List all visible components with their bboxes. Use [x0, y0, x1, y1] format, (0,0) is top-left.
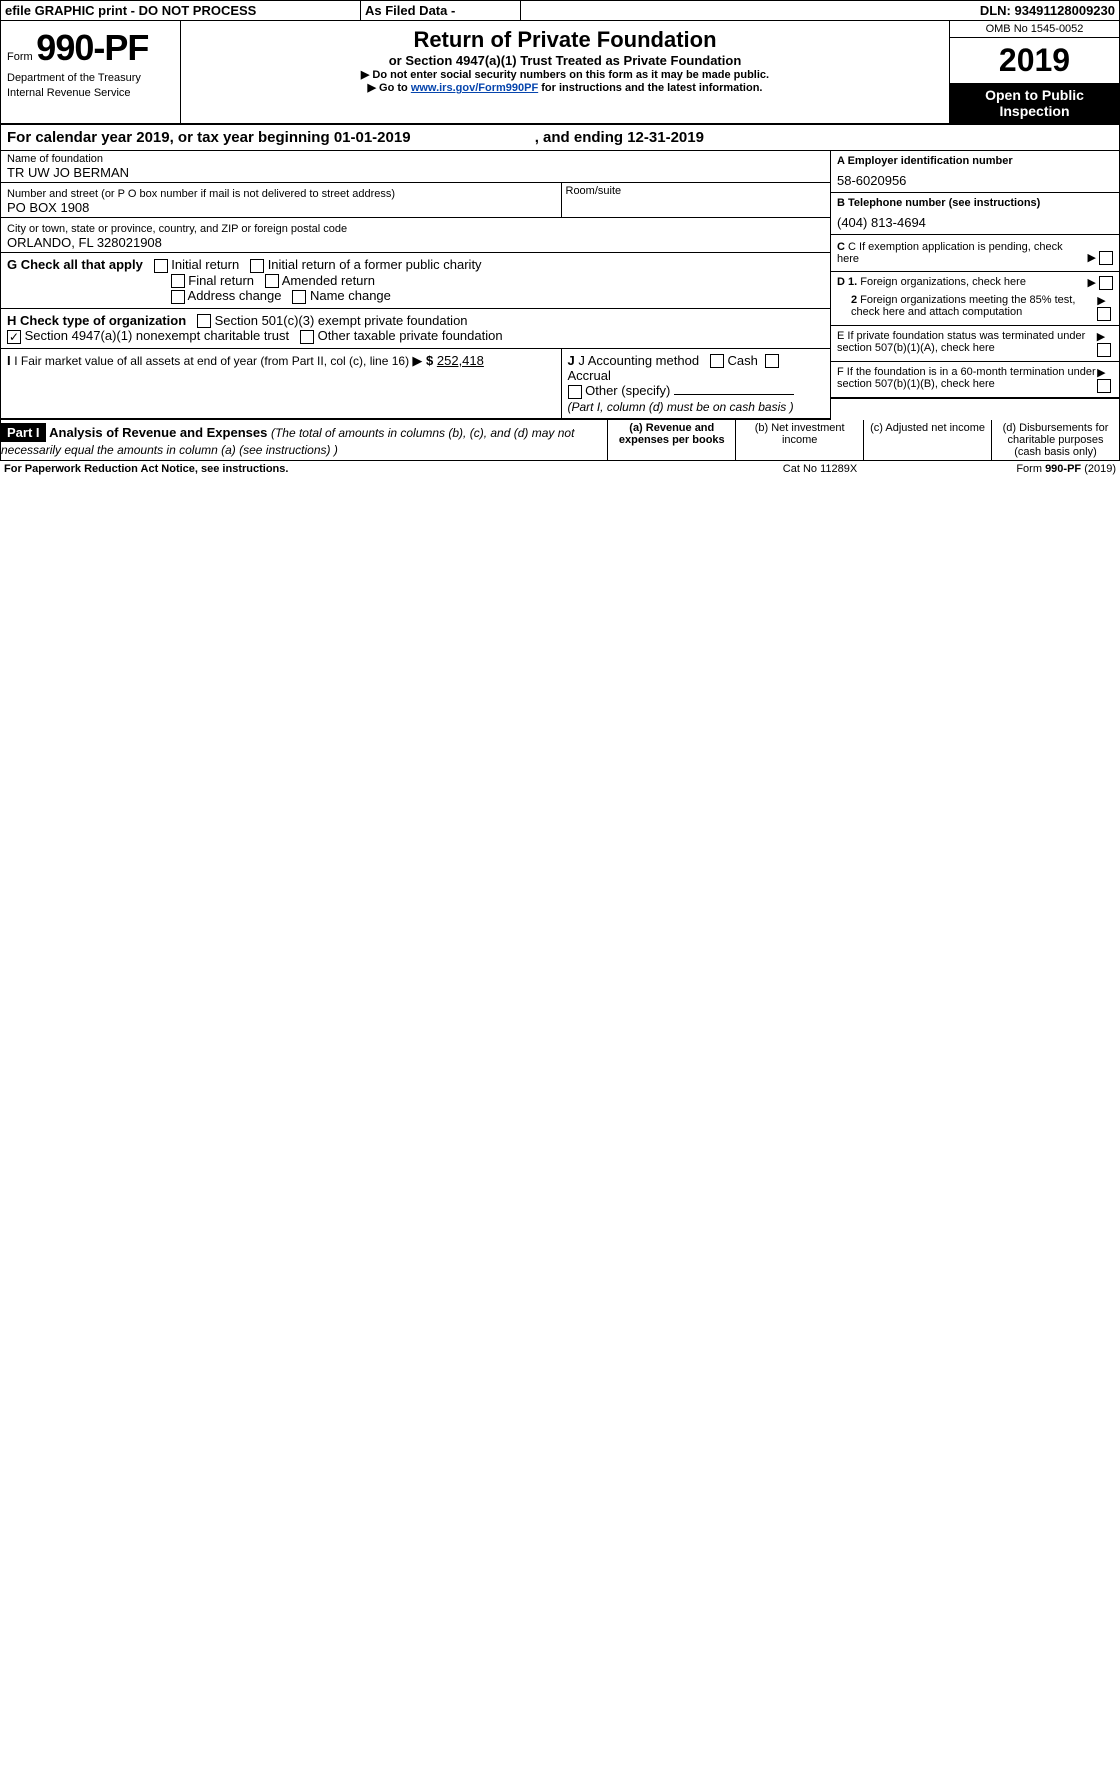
- B-label: B Telephone number (see instructions): [837, 197, 1113, 209]
- ssn-warning: Do not enter social security numbers on …: [187, 68, 943, 81]
- checkbox-other-method[interactable]: [568, 385, 582, 399]
- col-d-header: (d) Disbursements for charitable purpose…: [992, 420, 1120, 461]
- opt-accrual: Accrual: [568, 368, 611, 383]
- checkbox-D2[interactable]: [1097, 307, 1111, 321]
- page-footer: For Paperwork Reduction Act Notice, see …: [0, 461, 1120, 477]
- checkbox-other-taxable[interactable]: [300, 330, 314, 344]
- J-note: (Part I, column (d) must be on cash basi…: [568, 400, 794, 414]
- entity-block: Name of foundation TR UW JO BERMAN Numbe…: [0, 151, 1120, 420]
- cal-end: 12-31-2019: [627, 129, 704, 146]
- opt-other-taxable: Other taxable private foundation: [318, 328, 503, 343]
- goto-pre: Go to: [379, 82, 411, 94]
- title-cell: Return of Private Foundation or Section …: [181, 21, 950, 124]
- opt-4947a1: Section 4947(a)(1) nonexempt charitable …: [25, 328, 289, 343]
- checkbox-501c3[interactable]: [197, 314, 211, 328]
- checkbox-amended[interactable]: [265, 274, 279, 288]
- A-label: A Employer identification number: [837, 155, 1113, 167]
- opt-initial-former: Initial return of a former public charit…: [268, 257, 482, 272]
- opt-amended: Amended return: [282, 273, 375, 288]
- form-prefix: Form: [7, 51, 33, 63]
- street-address: PO BOX 1908: [7, 200, 89, 215]
- opt-initial-return: Initial return: [171, 257, 239, 272]
- cat-no: Cat No 11289X: [720, 461, 920, 477]
- E-label: E If private foundation status was termi…: [837, 330, 1097, 357]
- G-label: G Check all that apply: [7, 257, 143, 272]
- addr-cell: Number and street (or P O box number if …: [1, 183, 561, 218]
- col-a-header: (a) Revenue and expenses per books: [608, 420, 736, 461]
- goto-post: for instructions and the latest informat…: [541, 82, 762, 94]
- col-b-header: (b) Net investment income: [736, 420, 864, 461]
- H-label: H Check type of organization: [7, 313, 186, 328]
- ein-value: 58-6020956: [837, 173, 1113, 188]
- form-id-cell: Form 990-PF Department of the Treasury I…: [1, 21, 181, 124]
- checkbox-cash[interactable]: [710, 354, 724, 368]
- paperwork-notice: For Paperwork Reduction Act Notice, see …: [0, 461, 720, 477]
- checkbox-address-change[interactable]: [171, 290, 185, 304]
- right-column: A Employer identification number 58-6020…: [831, 151, 1120, 420]
- dept-label: Department of the Treasury: [7, 72, 141, 84]
- name-cell: Name of foundation TR UW JO BERMAN: [1, 151, 830, 183]
- part1-header: Part I Analysis of Revenue and Expenses …: [0, 420, 1120, 461]
- checkbox-E[interactable]: [1097, 343, 1111, 357]
- opt-name-change: Name change: [310, 288, 391, 303]
- dln-value: 93491128009230: [1014, 3, 1115, 18]
- tax-year: 2019: [950, 38, 1119, 83]
- cal-mid: , and ending: [535, 129, 628, 146]
- omb-number: OMB No 1545-0052: [950, 21, 1119, 38]
- J-label: J Accounting method: [578, 353, 699, 368]
- city-state-zip: ORLANDO, FL 328021908: [7, 235, 162, 250]
- form-title: Return of Private Foundation: [187, 27, 943, 53]
- phone-value: (404) 813-4694: [837, 215, 1113, 230]
- irs-label: Internal Revenue Service: [7, 87, 131, 99]
- dln-cell: DLN: 93491128009230: [860, 1, 1120, 21]
- checkbox-initial-return[interactable]: [154, 259, 168, 273]
- form-ref: Form 990-PF (2019): [920, 461, 1120, 477]
- checkbox-accrual[interactable]: [765, 354, 779, 368]
- checkbox-F[interactable]: [1097, 379, 1111, 393]
- part1-label: Part I: [1, 423, 46, 442]
- I-dollar: $: [426, 353, 433, 368]
- instructions-link[interactable]: www.irs.gov/Form990PF: [411, 82, 538, 94]
- city-label: City or town, state or province, country…: [7, 223, 347, 235]
- title-block: Form 990-PF Department of the Treasury I…: [0, 21, 1120, 125]
- opt-501c3: Section 501(c)(3) exempt private foundat…: [215, 313, 468, 328]
- opt-address-change: Address change: [188, 288, 282, 303]
- dln-label: DLN:: [980, 3, 1011, 18]
- col-c-header: (c) Adjusted net income: [864, 420, 992, 461]
- addr-label: Number and street (or P O box number if …: [7, 188, 395, 200]
- part1-title: Analysis of Revenue and Expenses: [49, 425, 267, 440]
- fmv-value: 252,418: [437, 353, 484, 368]
- calendar-year-row: For calendar year 2019, or tax year begi…: [0, 125, 1120, 151]
- checkbox-D1[interactable]: [1099, 276, 1113, 290]
- J-cell: J J Accounting method Cash Accrual Other…: [561, 348, 830, 419]
- checkbox-final-return[interactable]: [171, 274, 185, 288]
- open-to-public: Open to Public Inspection: [950, 83, 1119, 123]
- form-number: 990-PF: [36, 27, 148, 68]
- room-label: Room/suite: [561, 183, 830, 218]
- foundation-name: TR UW JO BERMAN: [7, 165, 824, 180]
- cal-start: 01-01-2019: [334, 129, 411, 146]
- opt-other-method: Other (specify): [585, 383, 670, 398]
- I-label: I Fair market value of all assets at end…: [14, 354, 412, 368]
- H-row: H Check type of organization Section 501…: [1, 308, 830, 348]
- opt-cash: Cash: [728, 353, 758, 368]
- name-label: Name of foundation: [7, 153, 824, 165]
- top-banner: efile GRAPHIC print - DO NOT PROCESS As …: [0, 0, 1120, 21]
- form-subtitle: or Section 4947(a)(1) Trust Treated as P…: [187, 53, 943, 68]
- city-cell: City or town, state or province, country…: [1, 218, 830, 253]
- checkbox-4947a1[interactable]: ✓: [7, 330, 21, 344]
- goto-line: ▶ Go to www.irs.gov/Form990PF for instru…: [187, 81, 943, 94]
- cal-pre: For calendar year 2019, or tax year begi…: [7, 129, 334, 146]
- year-cell: OMB No 1545-0052 2019 Open to Public Ins…: [950, 21, 1120, 124]
- checkbox-initial-former[interactable]: [250, 259, 264, 273]
- efile-label: efile GRAPHIC print - DO NOT PROCESS: [1, 1, 361, 21]
- checkbox-C[interactable]: [1099, 251, 1113, 265]
- F-label: F If the foundation is in a 60-month ter…: [837, 366, 1097, 393]
- I-cell: I I Fair market value of all assets at e…: [1, 348, 561, 419]
- checkbox-name-change[interactable]: [292, 290, 306, 304]
- C-label: C If exemption application is pending, c…: [837, 241, 1063, 265]
- G-row: G Check all that apply Initial return In…: [1, 253, 830, 309]
- asfiled-label: As Filed Data -: [361, 1, 521, 21]
- opt-final-return: Final return: [188, 273, 254, 288]
